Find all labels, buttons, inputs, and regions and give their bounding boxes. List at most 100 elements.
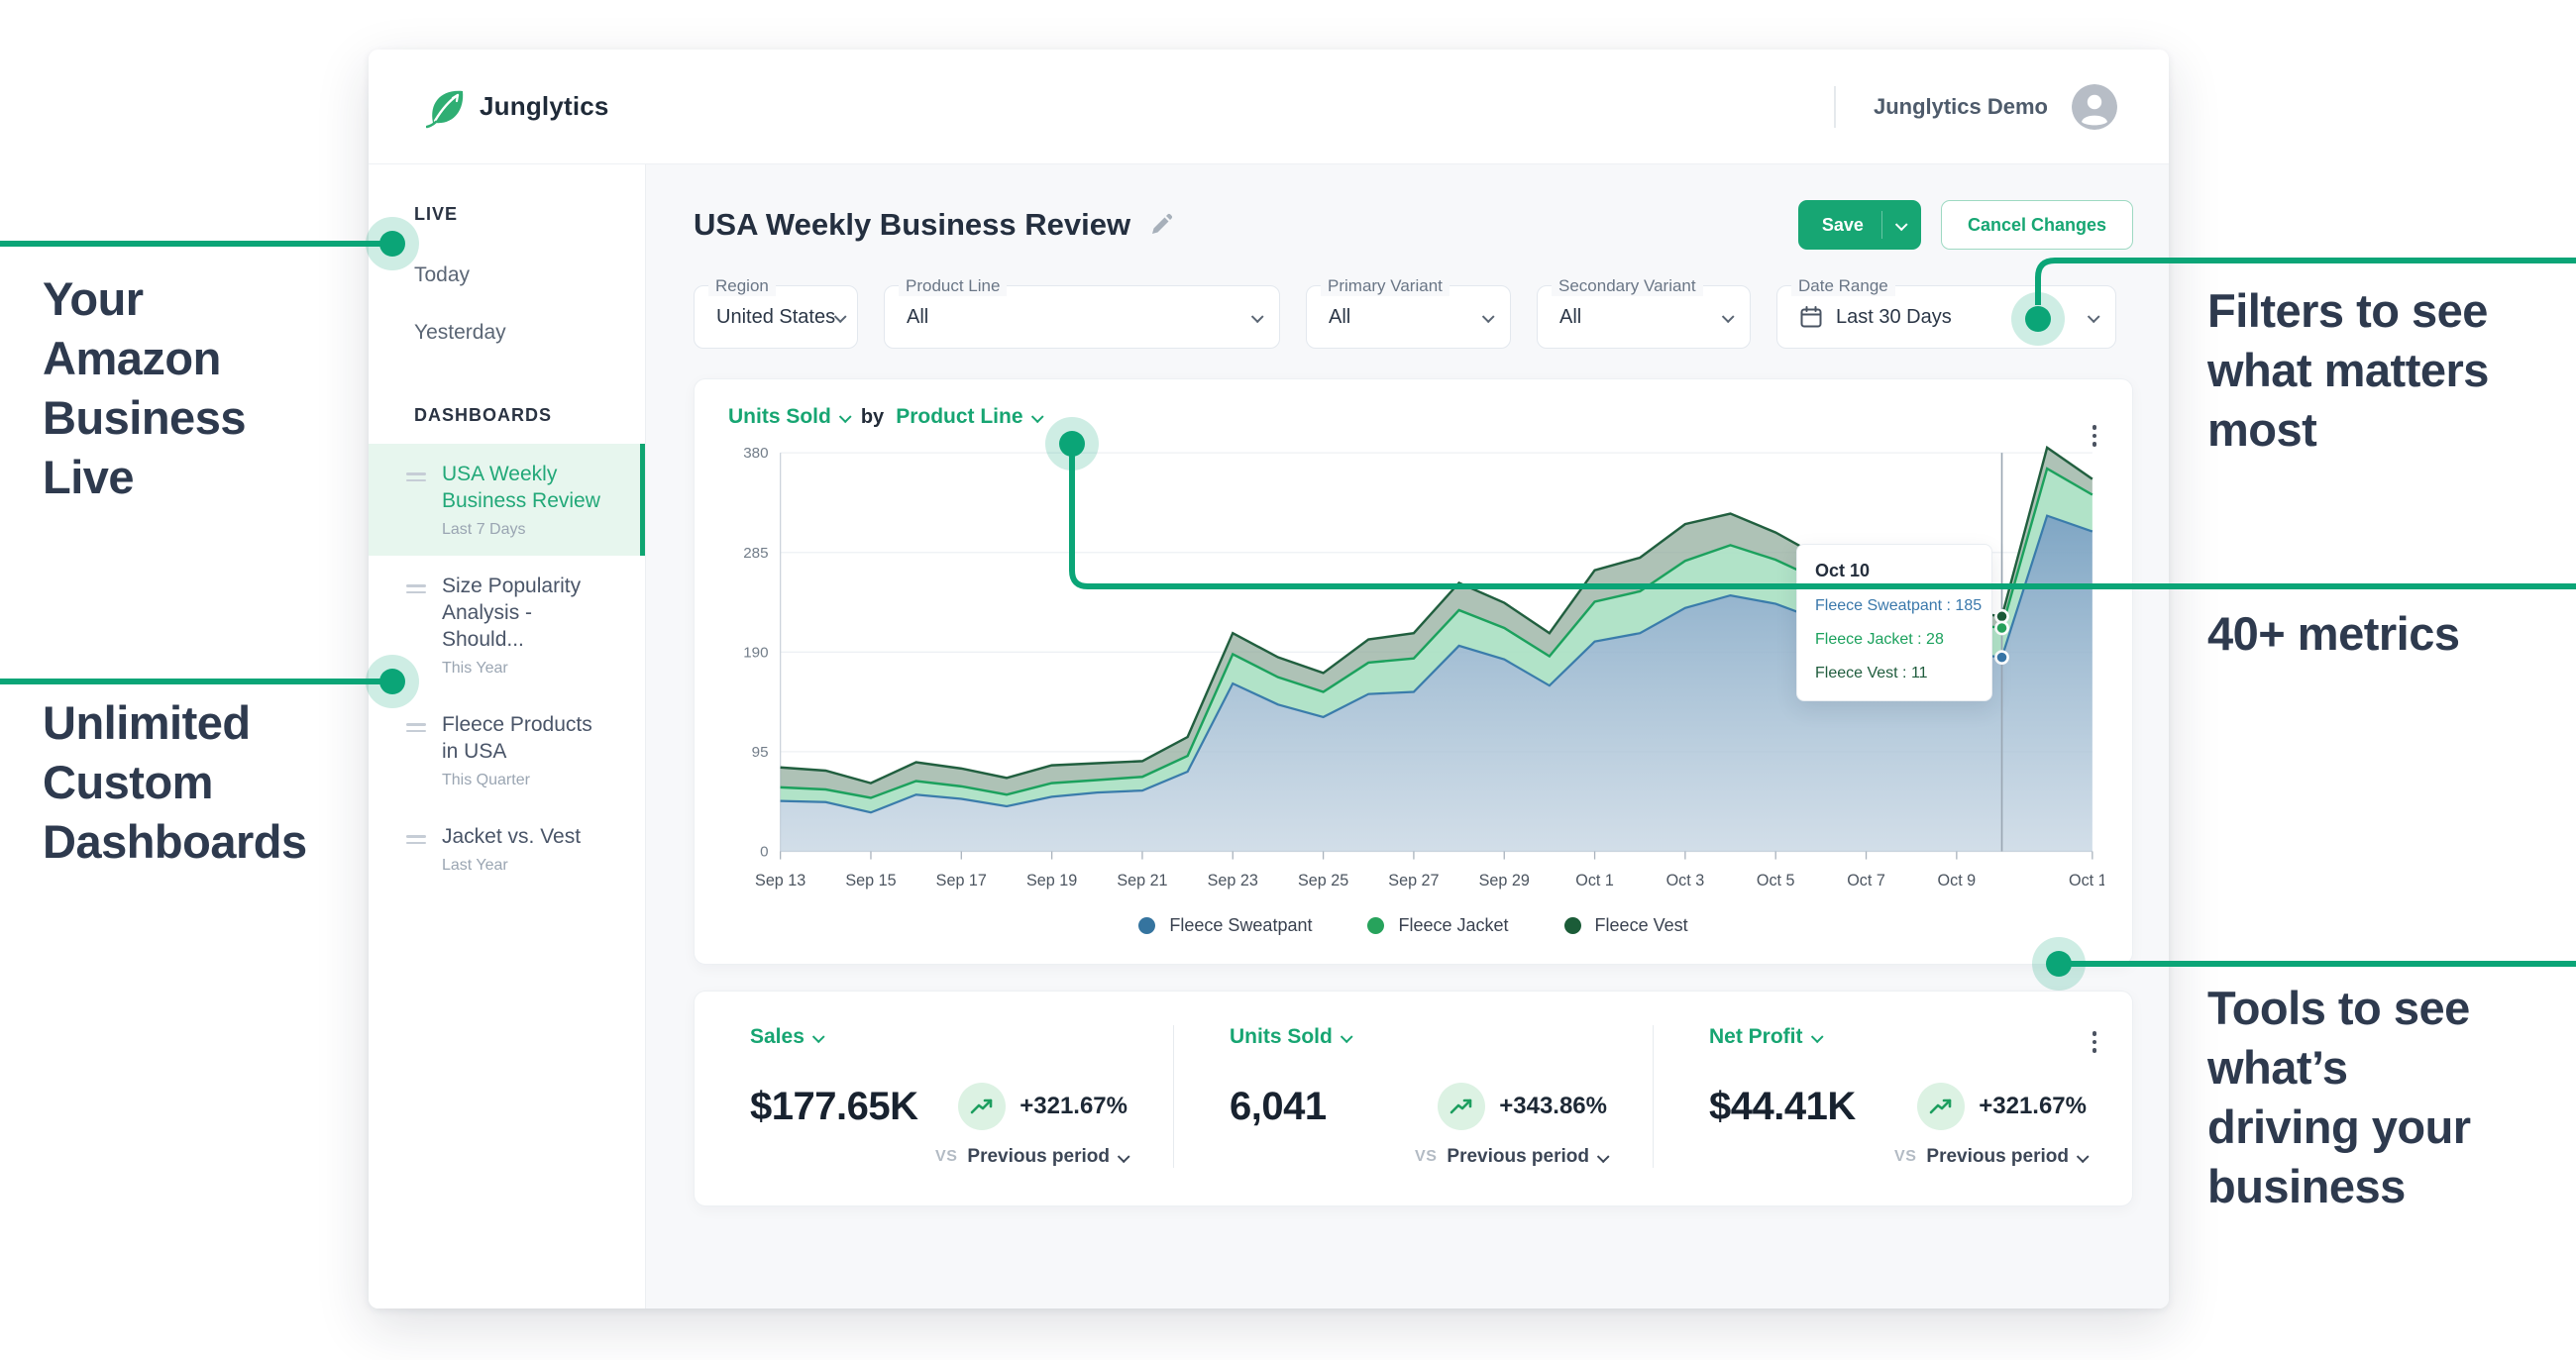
callout-line: Custom: [43, 756, 213, 808]
callout-line: what matters: [2207, 344, 2489, 396]
svg-text:Sep 19: Sep 19: [1026, 872, 1077, 889]
primary-variant-select[interactable]: Primary Variant All: [1306, 276, 1511, 349]
callout-40-metrics: 40+ metrics: [2207, 604, 2460, 664]
save-label: Save: [1821, 214, 1864, 235]
previous-period-label: Previous period: [967, 1146, 1110, 1168]
legend-item-fleece-vest[interactable]: Fleece Vest: [1563, 915, 1688, 936]
trend-up-icon: [958, 1083, 1007, 1131]
vs-label: VS: [1415, 1148, 1438, 1166]
drag-handle-icon[interactable]: [406, 584, 426, 597]
callout-unlimited-custom-dashboards: Unlimited Custom Dashboards: [43, 693, 307, 872]
svg-text:Oct 12: Oct 12: [2069, 872, 2104, 889]
metric-net-profit-selector[interactable]: Net Profit: [1709, 1025, 1824, 1049]
edit-pencil-icon[interactable]: [1148, 212, 1174, 238]
metrics-card: Sales $177.65K +321.67%: [694, 991, 2133, 1207]
trend-up-icon: [1917, 1083, 1966, 1131]
metric-sales-selector[interactable]: Sales: [750, 1025, 825, 1049]
chart-tooltip: Oct 10 Fleece Sweatpant : 185 Fleece Jack…: [1796, 544, 1992, 701]
chart-menu-kebab-icon[interactable]: [2092, 425, 2096, 447]
app-body: LIVE Today Yesterday DASHBOARDS USA Week…: [369, 164, 2169, 1308]
previous-period-selector[interactable]: Previous period: [967, 1146, 1130, 1168]
tooltip-row: Fleece Jacket : 28: [1815, 631, 1944, 648]
dashboard-title: Jacket vs. Vest: [442, 825, 582, 848]
svg-text:Oct 1: Oct 1: [1575, 872, 1614, 889]
chevron-down-icon: [838, 409, 852, 423]
dashboard-title: Fleece Products in USA: [442, 713, 592, 763]
svg-text:380: 380: [743, 445, 768, 462]
legend-label: Fleece Jacket: [1398, 915, 1509, 936]
sidebar-section-dashboards: DASHBOARDS: [414, 405, 553, 425]
region-select[interactable]: Region United States: [694, 276, 858, 349]
sidebar-item-today[interactable]: Today: [414, 263, 471, 286]
metric-selector[interactable]: Units Sold: [728, 405, 852, 429]
sidebar-item-yesterday[interactable]: Yesterday: [414, 321, 506, 344]
metric-delta: +343.86%: [1499, 1093, 1607, 1120]
app-header: Junglytics Junglytics Demo: [369, 50, 2169, 164]
legend-item-fleece-sweatpant[interactable]: Fleece Sweatpant: [1138, 915, 1312, 936]
chevron-down-icon: [1250, 309, 1264, 323]
legend-label: Fleece Sweatpant: [1169, 915, 1313, 936]
metric-units-sold-selector[interactable]: Units Sold: [1230, 1025, 1353, 1049]
svg-text:Oct 9: Oct 9: [1938, 872, 1977, 889]
product-line-select[interactable]: Product Line All: [884, 276, 1280, 349]
cancel-changes-button[interactable]: Cancel Changes: [1940, 200, 2133, 250]
sidebar-item-fleece-products-in-usa[interactable]: Fleece Products in USA This Quarter: [369, 694, 645, 806]
dimension-selector[interactable]: Product Line: [896, 405, 1044, 429]
sidebar-item-size-popularity-analysis[interactable]: Size Popularity Analysis - Should... Thi…: [369, 556, 645, 694]
chevron-down-icon: [1030, 409, 1044, 423]
metric-delta: +321.67%: [1979, 1093, 2087, 1120]
callout-line: Filters to see: [2207, 284, 2488, 337]
dashboard-subtitle: Last Year: [442, 857, 508, 874]
metrics-menu-kebab-icon[interactable]: [2092, 1031, 2096, 1053]
dashboard-subtitle: This Year: [442, 660, 508, 677]
svg-text:Sep 17: Sep 17: [936, 872, 987, 889]
callout-tools: Tools to see what’s driving your busines…: [2207, 979, 2471, 1216]
callout-your-amazon-business-live: Your Amazon Business Live: [43, 269, 246, 507]
account-area[interactable]: Junglytics Demo: [1833, 83, 2117, 130]
legend-item-fleece-jacket[interactable]: Fleece Jacket: [1367, 915, 1509, 936]
region-value: United States: [716, 305, 836, 328]
header-divider: [1833, 85, 1836, 128]
chevron-down-icon: [1340, 1030, 1353, 1043]
metric-label: Net Profit: [1709, 1025, 1803, 1049]
chevron-down-icon: [1810, 1030, 1824, 1043]
avatar[interactable]: [2072, 83, 2117, 130]
sidebar-item-usa-weekly-business-review[interactable]: USA Weekly Business Review Last 7 Days: [369, 444, 645, 556]
date-range-select[interactable]: Date Range Last 30 Days: [1776, 276, 2116, 349]
legend-label: Fleece Vest: [1594, 915, 1688, 936]
chevron-down-icon: [1596, 1150, 1610, 1163]
app-window: Junglytics Junglytics Demo LIVE Today Ye…: [369, 50, 2169, 1308]
previous-period-selector[interactable]: Previous period: [1447, 1146, 1610, 1168]
legend-dot: [1138, 917, 1156, 935]
callout-line: Unlimited: [43, 696, 251, 749]
secondary-variant-select[interactable]: Secondary Variant All: [1537, 276, 1751, 349]
callout-line: what’s: [2207, 1041, 2348, 1094]
sidebar: LIVE Today Yesterday DASHBOARDS USA Week…: [369, 164, 646, 1308]
save-button[interactable]: Save: [1797, 200, 1921, 250]
svg-text:Sep 25: Sep 25: [1298, 872, 1348, 889]
drag-handle-icon[interactable]: [406, 723, 426, 736]
product-line-label: Product Line: [899, 276, 1008, 296]
metric-units-sold: Units Sold 6,041 +343.86%: [1173, 1025, 1653, 1169]
previous-period-selector[interactable]: Previous period: [1926, 1146, 2090, 1168]
secondary-variant-label: Secondary Variant: [1552, 276, 1703, 296]
drag-handle-icon[interactable]: [406, 472, 426, 485]
product-line-value: All: [907, 305, 929, 328]
by-label: by: [860, 405, 885, 428]
chart-header: Units Sold by Product Line: [722, 405, 2104, 429]
primary-variant-label: Primary Variant: [1321, 276, 1449, 296]
chevron-down-icon[interactable]: [1894, 217, 1908, 231]
callout-line: Tools to see: [2207, 982, 2470, 1034]
region-label: Region: [708, 276, 776, 296]
date-range-label: Date Range: [1791, 276, 1895, 296]
brand-name: Junglytics: [480, 91, 609, 121]
secondary-variant-value: All: [1559, 305, 1582, 328]
svg-text:Sep 13: Sep 13: [755, 872, 805, 889]
tooltip-row: Fleece Vest : 11: [1815, 665, 1928, 681]
chevron-down-icon: [1117, 1150, 1130, 1163]
callout-line: Amazon: [43, 332, 221, 384]
drag-handle-icon[interactable]: [406, 835, 426, 848]
sidebar-item-jacket-vs-vest[interactable]: Jacket vs. Vest Last Year: [369, 806, 645, 891]
tooltip-row: Fleece Sweatpant : 185: [1815, 597, 1983, 614]
